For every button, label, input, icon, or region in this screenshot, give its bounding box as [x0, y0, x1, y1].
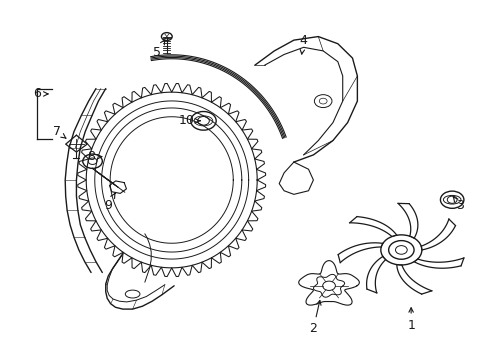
Text: 7: 7 [53, 125, 66, 138]
Text: 2: 2 [310, 301, 321, 335]
Text: 6: 6 [33, 87, 48, 100]
Text: 10: 10 [178, 114, 200, 127]
Text: 1: 1 [407, 308, 415, 332]
Text: 3: 3 [453, 197, 464, 212]
Text: 9: 9 [104, 193, 115, 212]
Text: 5: 5 [153, 40, 165, 59]
Text: 4: 4 [300, 33, 308, 54]
Text: 8: 8 [87, 150, 102, 163]
